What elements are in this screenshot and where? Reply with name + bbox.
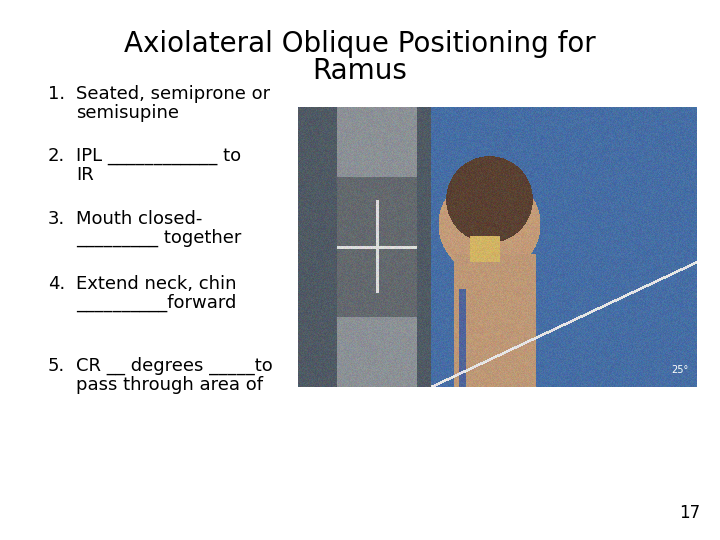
Text: 2.: 2. [48,147,66,165]
Text: Axiolateral Oblique Positioning for: Axiolateral Oblique Positioning for [124,30,596,58]
Text: __________forward: __________forward [76,294,236,312]
Text: Mouth closed-: Mouth closed- [76,210,202,228]
Text: Ramus: Ramus [312,57,408,85]
Text: 1.: 1. [48,85,65,103]
Text: semisupine: semisupine [76,104,179,122]
Text: Seated, semiprone or: Seated, semiprone or [76,85,270,103]
Text: 17: 17 [679,504,700,522]
Text: 3.: 3. [48,210,66,228]
Text: 4.: 4. [48,275,66,293]
Text: Extend neck, chin: Extend neck, chin [76,275,236,293]
Text: 5.: 5. [48,357,66,375]
Text: IPL ____________ to: IPL ____________ to [76,147,241,165]
Text: _________ together: _________ together [76,229,241,247]
Text: IR: IR [76,166,94,184]
Text: pass through area of: pass through area of [76,376,263,394]
Text: 25°: 25° [672,365,689,375]
Text: CR __ degrees _____to: CR __ degrees _____to [76,357,273,375]
